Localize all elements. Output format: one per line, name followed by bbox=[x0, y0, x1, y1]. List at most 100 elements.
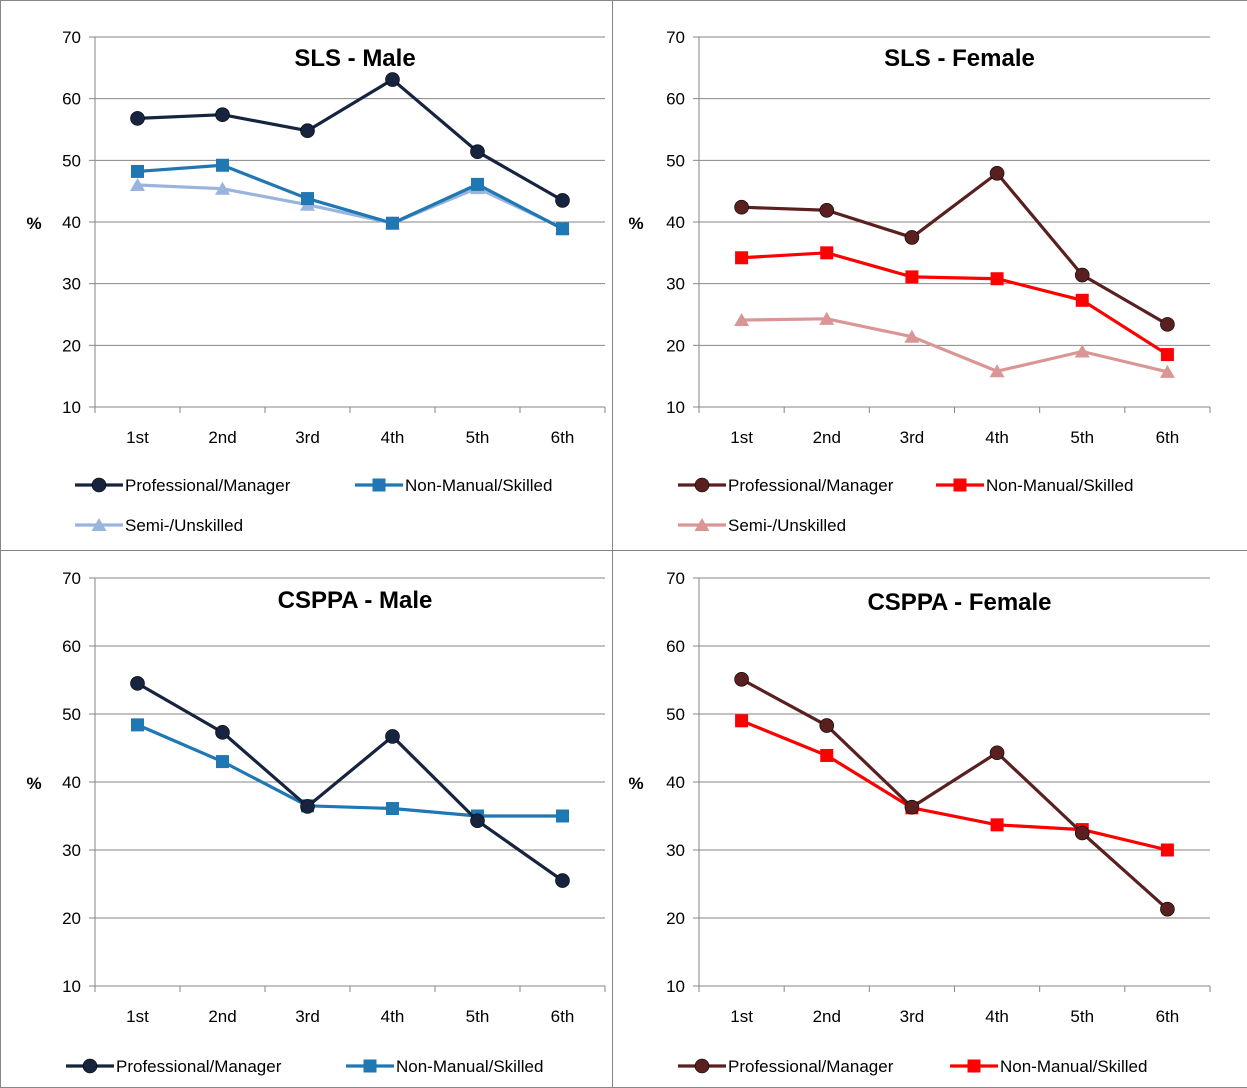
y-axis-label: % bbox=[628, 214, 643, 233]
data-point-semi-unskilled-2nd bbox=[819, 311, 835, 325]
data-point-professional-manager-4th bbox=[989, 745, 1005, 761]
data-point-semi-unskilled-6th bbox=[1159, 364, 1175, 378]
data-point-professional-manager-3rd bbox=[904, 799, 920, 815]
series-line-semi-unskilled bbox=[137, 183, 564, 230]
panel-divider-vertical bbox=[612, 0, 613, 1088]
data-point-professional-manager-6th bbox=[555, 873, 570, 888]
legend-item-professional-manager: Professional/Manager bbox=[678, 476, 894, 495]
data-point-non-manual-skilled-4th bbox=[386, 802, 399, 816]
x-tick-label-5th: 5th bbox=[1070, 428, 1094, 447]
data-point-non-manual-skilled-5th bbox=[1075, 293, 1089, 307]
data-point-professional-manager-3rd bbox=[904, 230, 920, 245]
y-tick-label-70: 70 bbox=[62, 569, 81, 588]
data-point-semi-unskilled-5th bbox=[1074, 344, 1090, 358]
x-tick-label-5th: 5th bbox=[466, 1007, 490, 1026]
series-line-professional-manager bbox=[741, 171, 1169, 326]
series-line-non-manual-skilled bbox=[137, 163, 564, 231]
data-point-non-manual-skilled-4th bbox=[386, 216, 399, 230]
y-tick-label-60: 60 bbox=[62, 90, 81, 109]
data-point-professional-manager-2nd bbox=[215, 725, 230, 740]
y-axis-label: % bbox=[26, 774, 41, 793]
x-tick-label-2nd: 2nd bbox=[813, 428, 841, 447]
legend-marker bbox=[967, 1059, 981, 1073]
x-tick-label-4th: 4th bbox=[985, 1007, 1009, 1026]
chart-svg: 10 20 30 40 50 60 70 1st 2nd 3rd 4th 5th 6th CSPPA - … bbox=[26, 569, 606, 1076]
y-tick-label-20: 20 bbox=[62, 909, 81, 928]
x-tick-label-6th: 6th bbox=[1156, 428, 1180, 447]
y-tick-label-10: 10 bbox=[666, 398, 685, 417]
legend-item-non-manual-skilled: Non-Manual/Skilled bbox=[346, 1057, 543, 1076]
x-tick-label-5th: 5th bbox=[466, 428, 490, 447]
legend-item-non-manual-skilled: Non-Manual/Skilled bbox=[355, 476, 552, 495]
y-tick-label-70: 70 bbox=[666, 28, 685, 47]
y-tick-label-50: 50 bbox=[62, 151, 81, 170]
x-tick-label-1st: 1st bbox=[126, 1007, 149, 1026]
data-point-professional-manager-2nd bbox=[215, 107, 230, 122]
chart-title: SLS - Female bbox=[884, 45, 1035, 72]
y-tick-label-20: 20 bbox=[666, 909, 685, 928]
chart-svg: 10 20 30 40 50 60 70 1st 2nd 3rd 4th 5th 6th SLS - Fe… bbox=[628, 28, 1211, 535]
legend-label: Non-Manual/Skilled bbox=[986, 476, 1133, 495]
y-axis-label: % bbox=[26, 214, 41, 233]
data-point-non-manual-skilled-2nd bbox=[820, 246, 834, 260]
legend-label: Professional/Manager bbox=[125, 476, 291, 495]
data-point-non-manual-skilled-2nd bbox=[216, 158, 229, 172]
data-point-non-manual-skilled-3rd bbox=[905, 270, 919, 284]
x-tick-label-6th: 6th bbox=[551, 428, 575, 447]
data-point-professional-manager-4th bbox=[385, 72, 400, 87]
data-point-professional-manager-6th bbox=[1160, 317, 1175, 332]
series-line-semi-unskilled bbox=[741, 317, 1168, 374]
legend-item-non-manual-skilled: Non-Manual/Skilled bbox=[936, 476, 1133, 495]
legend-item-non-manual-skilled: Non-Manual/Skilled bbox=[950, 1057, 1147, 1076]
x-tick-label-5th: 5th bbox=[1070, 1007, 1094, 1026]
data-point-professional-manager-5th bbox=[470, 144, 485, 159]
data-point-semi-unskilled-1st bbox=[130, 178, 145, 191]
y-tick-label-60: 60 bbox=[62, 637, 81, 656]
x-tick-label-6th: 6th bbox=[1156, 1007, 1180, 1026]
data-point-non-manual-skilled-1st bbox=[735, 714, 749, 728]
series-line-non-manual-skilled bbox=[740, 719, 1168, 852]
y-axis-label: % bbox=[628, 774, 643, 793]
y-tick-label-40: 40 bbox=[62, 213, 81, 232]
legend-marker bbox=[91, 518, 107, 531]
data-point-professional-manager-1st bbox=[734, 672, 749, 687]
chart-panel-csppa-male: 10 20 30 40 50 60 70 1st 2nd 3rd 4th 5th 6th CSPPA - … bbox=[0, 550, 612, 1088]
series-line-professional-manager bbox=[740, 677, 1169, 911]
legend-label: Professional/Manager bbox=[116, 1057, 282, 1076]
data-point-semi-unskilled-2nd bbox=[215, 181, 230, 195]
series-line-professional-manager bbox=[137, 77, 564, 202]
x-tick-label-3rd: 3rd bbox=[900, 1007, 925, 1026]
x-tick-label-6th: 6th bbox=[551, 1007, 575, 1026]
data-point-non-manual-skilled-6th bbox=[556, 222, 569, 236]
chart-title: CSPPA - Female bbox=[867, 589, 1051, 616]
panel-border-top bbox=[0, 0, 1247, 1]
x-tick-label-3rd: 3rd bbox=[295, 428, 320, 447]
legend-item-professional-manager: Professional/Manager bbox=[678, 1057, 894, 1076]
y-tick-label-20: 20 bbox=[666, 336, 685, 355]
legend-item-semi-unskilled: Semi-/Unskilled bbox=[678, 516, 846, 535]
data-point-professional-manager-1st bbox=[734, 199, 749, 215]
data-point-semi-unskilled-4th bbox=[989, 364, 1005, 378]
chart-panel-sls-female: 10 20 30 40 50 60 70 1st 2nd 3rd 4th 5th 6th SLS - Fe… bbox=[612, 0, 1247, 550]
y-tick-label-20: 20 bbox=[62, 336, 81, 355]
legend-label: Non-Manual/Skilled bbox=[405, 476, 552, 495]
data-point-professional-manager-5th bbox=[1074, 825, 1090, 841]
data-point-semi-unskilled-3rd bbox=[904, 329, 920, 343]
x-tick-label-1st: 1st bbox=[730, 428, 753, 447]
data-point-non-manual-skilled-6th bbox=[1160, 348, 1174, 362]
x-tick-label-2nd: 2nd bbox=[208, 1007, 236, 1026]
legend-marker bbox=[694, 477, 710, 493]
y-tick-label-30: 30 bbox=[62, 841, 81, 860]
y-tick-label-30: 30 bbox=[666, 841, 685, 860]
chart-title: SLS - Male bbox=[294, 45, 415, 72]
data-point-non-manual-skilled-1st bbox=[131, 164, 144, 178]
chart-title: CSPPA - Male bbox=[278, 587, 433, 614]
y-tick-label-30: 30 bbox=[62, 275, 81, 294]
y-tick-label-50: 50 bbox=[666, 705, 685, 724]
x-tick-label-2nd: 2nd bbox=[208, 428, 236, 447]
data-point-non-manual-skilled-1st bbox=[131, 718, 144, 732]
legend-item-professional-manager: Professional/Manager bbox=[66, 1057, 282, 1076]
x-tick-label-4th: 4th bbox=[381, 1007, 405, 1026]
legend-marker bbox=[953, 478, 967, 492]
legend-label: Non-Manual/Skilled bbox=[1000, 1057, 1147, 1076]
